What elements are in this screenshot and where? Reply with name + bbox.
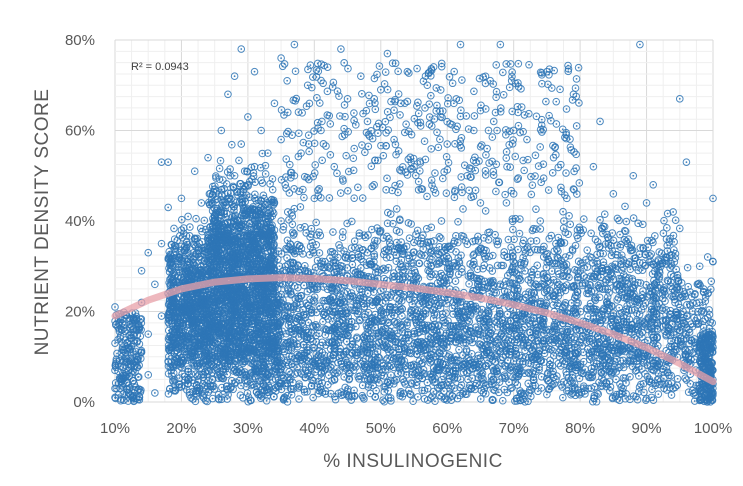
chart-container: 10%20%30%40%50%60%70%80%90%100% 0%20%40%…: [0, 0, 743, 481]
scatter-chart: 10%20%30%40%50%60%70%80%90%100% 0%20%40%…: [0, 0, 743, 481]
